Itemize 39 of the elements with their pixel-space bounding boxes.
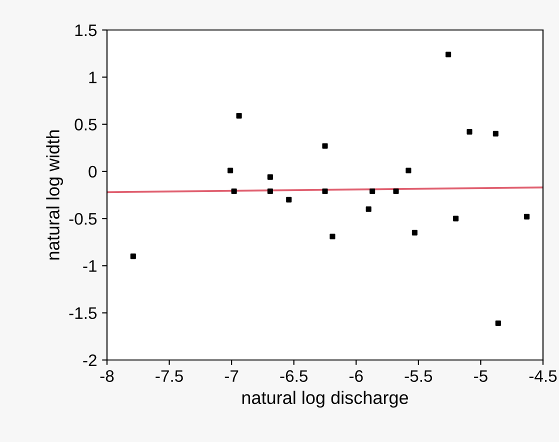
y-tick-label: 0.5 (74, 118, 97, 130)
point (370, 188, 376, 194)
point (322, 188, 328, 194)
y-tick-label: -2 (83, 354, 96, 366)
x-tick-label: -6.5 (280, 370, 308, 382)
y-tick-label: -0.5 (69, 212, 97, 225)
x-tick-label: -8 (100, 370, 114, 382)
point (267, 174, 273, 180)
y-tick-label: 1.5 (75, 24, 97, 36)
point (228, 168, 234, 174)
point (466, 129, 472, 135)
point (495, 320, 501, 326)
x-tick-label: -5 (474, 370, 488, 382)
point (492, 130, 498, 136)
point (330, 234, 336, 240)
x-tick-label: -7.5 (156, 370, 183, 382)
point (231, 188, 237, 194)
x-tick-label: -5.5 (404, 370, 432, 382)
point (393, 188, 399, 194)
point (286, 196, 292, 202)
y-tick-label: 1 (89, 72, 96, 84)
x-tick-label: -6 (349, 370, 363, 382)
point (366, 206, 372, 212)
y-tick-label: -1 (83, 260, 96, 272)
point (412, 230, 418, 236)
point (322, 143, 328, 149)
point (267, 188, 273, 194)
point (446, 52, 452, 58)
x-tick-label: -4.5 (529, 370, 557, 382)
x-tick-label: -7 (224, 370, 238, 382)
point (453, 216, 459, 222)
y-tick-label: -1.5 (69, 307, 97, 320)
point (406, 168, 412, 174)
y-axis-title: natural log width (46, 130, 64, 260)
y-tick-label: 0 (88, 166, 97, 178)
point (130, 254, 136, 260)
point (236, 113, 242, 119)
x-axis-title: natural log discharge (242, 390, 408, 408)
point (524, 214, 530, 220)
